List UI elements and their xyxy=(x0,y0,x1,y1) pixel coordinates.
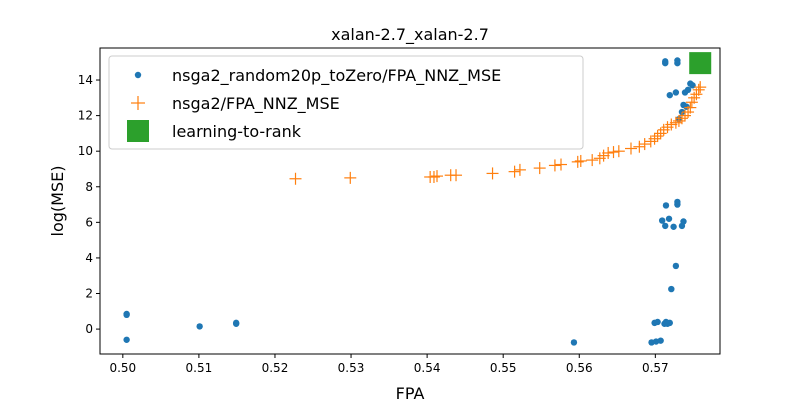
data-point xyxy=(665,215,673,222)
x-tick-label: 0.54 xyxy=(414,361,441,375)
data-point xyxy=(123,336,130,343)
data-point xyxy=(669,116,682,129)
y-axis-title: log(MSE) xyxy=(48,166,67,237)
data-point xyxy=(678,108,686,116)
data-point xyxy=(694,81,707,94)
data-point xyxy=(651,130,664,143)
data-point xyxy=(624,142,637,155)
x-tick-label: 0.50 xyxy=(109,361,136,375)
data-point xyxy=(668,285,675,293)
legend-entry-1: nsga2/FPA_NNZ_MSE xyxy=(131,94,340,114)
legend-box xyxy=(108,55,584,150)
data-point xyxy=(675,112,688,125)
data-point xyxy=(683,103,690,110)
data-point xyxy=(289,172,302,185)
data-point xyxy=(662,202,670,209)
data-point xyxy=(684,86,692,94)
data-point xyxy=(666,91,673,99)
data-point xyxy=(450,169,463,182)
data-point xyxy=(633,140,646,153)
data-point xyxy=(431,170,444,183)
data-point xyxy=(555,158,568,171)
data-point xyxy=(123,311,130,319)
data-point xyxy=(344,171,357,184)
data-point xyxy=(571,155,584,168)
series-2-points xyxy=(689,52,712,75)
y-tick-label: 14 xyxy=(78,73,93,87)
data-point xyxy=(196,323,203,330)
data-point xyxy=(662,222,669,230)
legend-label: nsga2/FPA_NNZ_MSE xyxy=(172,94,340,114)
legend-entry-2: learning-to-rank xyxy=(127,120,302,142)
y-tick-label: 8 xyxy=(85,180,93,194)
legend-marker xyxy=(131,96,145,110)
data-point xyxy=(533,162,546,175)
data-point xyxy=(684,101,697,114)
legend-label: learning-to-rank xyxy=(172,122,302,141)
y-tick-label: 6 xyxy=(85,215,93,229)
data-point xyxy=(638,138,651,151)
data-point xyxy=(662,318,670,326)
data-point xyxy=(574,154,587,167)
legend-label: nsga2_random20p_toZero/FPA_NNZ_MSE xyxy=(172,66,501,86)
x-axis-title: FPA xyxy=(396,384,425,400)
data-point xyxy=(607,146,620,159)
legend-entry-0: nsga2_random20p_toZero/FPA_NNZ_MSE xyxy=(134,66,501,86)
data-point xyxy=(658,217,666,224)
series-1-points xyxy=(289,81,707,185)
legend-marker xyxy=(134,71,142,79)
data-point xyxy=(657,337,664,344)
y-tick-label: 10 xyxy=(78,144,93,158)
data-point xyxy=(672,114,685,127)
y-axis: 0 2 4 6 8 10 12 14 xyxy=(78,73,100,336)
x-tick-label: 0.53 xyxy=(338,361,365,375)
x-tick-label: 0.52 xyxy=(262,361,289,375)
x-tick-label: 0.55 xyxy=(490,361,517,375)
x-tick-label: 0.56 xyxy=(566,361,593,375)
x-axis: 0.50 0.51 0.52 0.53 0.54 0.55 0.56 0.57 xyxy=(109,354,669,375)
data-point xyxy=(670,223,677,230)
chart-title: xalan-2.7_xalan-2.7 xyxy=(331,25,489,45)
y-tick-label: 2 xyxy=(85,287,93,301)
data-point xyxy=(648,132,661,145)
plot-marks xyxy=(123,52,712,346)
y-tick-label: 12 xyxy=(78,109,93,123)
data-point xyxy=(232,319,240,327)
data-point xyxy=(672,262,680,270)
data-point xyxy=(674,57,681,64)
data-point xyxy=(612,145,625,158)
data-point xyxy=(689,52,712,75)
y-tick-label: 4 xyxy=(85,251,93,265)
data-point xyxy=(602,146,615,159)
data-point xyxy=(570,339,578,346)
data-point xyxy=(486,167,499,180)
data-point xyxy=(689,82,696,89)
data-point xyxy=(427,170,440,183)
data-point xyxy=(680,218,687,225)
data-point xyxy=(674,198,681,206)
legend: nsga2_random20p_toZero/FPA_NNZ_MSE nsga2/… xyxy=(108,55,584,150)
plot-frame xyxy=(99,47,721,355)
series-0-points xyxy=(123,57,696,346)
data-point xyxy=(662,58,669,65)
data-point xyxy=(654,318,661,326)
x-tick-label: 0.57 xyxy=(642,361,669,375)
data-point xyxy=(508,165,521,178)
legend-marker xyxy=(127,120,149,142)
data-point xyxy=(692,83,705,96)
data-point xyxy=(672,89,680,96)
data-point xyxy=(586,154,599,167)
x-tick-label: 0.51 xyxy=(186,361,213,375)
data-point xyxy=(513,163,526,176)
y-tick-label: 0 xyxy=(85,322,93,336)
data-point xyxy=(548,159,561,172)
